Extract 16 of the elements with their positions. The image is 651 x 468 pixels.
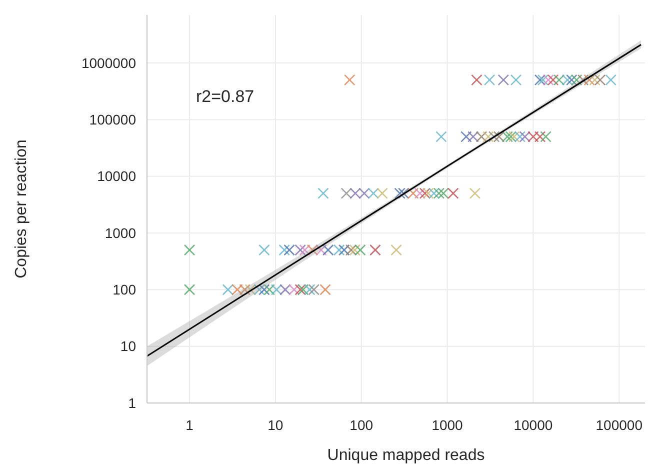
- x-tick-label: 10000: [514, 417, 553, 433]
- x-tick-label: 1000: [432, 417, 464, 433]
- y-tick-label: 100: [112, 282, 136, 298]
- y-tick-label: 1000000: [81, 54, 136, 71]
- y-axis-title: Copies per reaction: [13, 140, 30, 278]
- y-tick-label: 10000: [97, 168, 136, 184]
- x-tick-label: 100: [350, 417, 374, 433]
- annotation: r2=0.87: [196, 87, 254, 106]
- y-tick-label: 100000: [89, 111, 136, 128]
- y-tick-label: 1000: [104, 224, 136, 241]
- x-tick-label: 10: [268, 417, 284, 433]
- y-tick-label: 1: [128, 394, 136, 411]
- x-tick-label: 1: [186, 417, 194, 433]
- x-axis-title: Unique mapped reads: [327, 447, 485, 464]
- x-tick-label: 100000: [596, 417, 643, 433]
- y-tick-label: 10: [120, 338, 136, 354]
